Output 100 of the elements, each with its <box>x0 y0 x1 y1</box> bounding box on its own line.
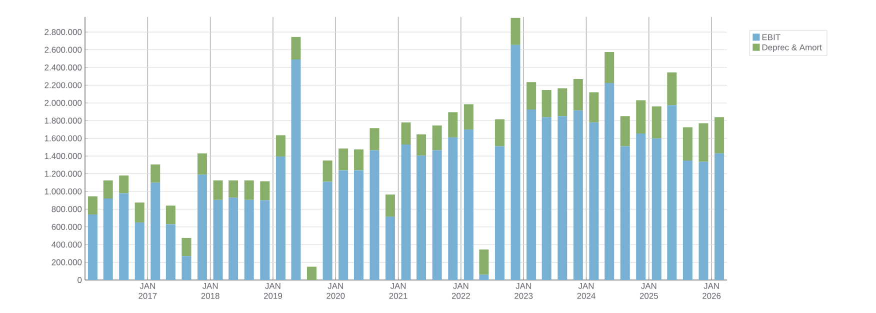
x-tick-label: JAN 2019 <box>264 283 282 299</box>
bar <box>370 150 380 280</box>
bar <box>103 180 113 199</box>
bar <box>667 72 677 106</box>
bar <box>197 174 207 280</box>
bar <box>276 156 286 280</box>
x-tick-label: JAN 2023 <box>514 283 533 299</box>
y-tick-label: 2.200.000 <box>44 82 82 88</box>
bar <box>322 160 332 182</box>
y-tick-label: 1.800.000 <box>44 118 82 124</box>
bar <box>573 78 583 110</box>
bar <box>88 214 98 280</box>
bar <box>667 105 677 280</box>
bar <box>698 162 708 280</box>
bar <box>338 170 348 280</box>
bar <box>354 170 364 280</box>
y-tick-label: 800.000 <box>52 206 82 212</box>
bar <box>448 137 458 280</box>
bar <box>276 135 286 156</box>
bar <box>182 256 192 280</box>
y-tick-label: 0 <box>78 277 82 283</box>
bar <box>150 164 160 183</box>
bar <box>150 182 160 280</box>
x-tick-label: JAN 2017 <box>138 283 157 299</box>
bar <box>620 116 630 146</box>
bar <box>416 156 426 280</box>
bar <box>213 200 223 280</box>
bar <box>322 182 332 280</box>
bar <box>432 125 442 150</box>
bar <box>526 82 536 110</box>
bar <box>510 44 520 280</box>
y-tick-label: 400.000 <box>52 242 82 248</box>
bar <box>636 100 646 134</box>
bar <box>244 200 254 280</box>
bar <box>307 266 317 280</box>
bar <box>182 238 192 256</box>
bar <box>464 129 474 280</box>
legend-label: Deprec & Amort <box>762 44 822 52</box>
x-tick-label: JAN 2022 <box>452 283 470 299</box>
bar <box>682 160 692 280</box>
bar <box>573 110 583 280</box>
bar <box>589 122 599 280</box>
bar <box>260 200 270 280</box>
bar <box>510 18 520 45</box>
bar <box>370 128 380 150</box>
bar <box>558 116 568 280</box>
bar <box>526 110 536 280</box>
y-tick-label: 1.600.000 <box>44 135 82 142</box>
bar <box>385 216 395 280</box>
bar <box>213 180 223 200</box>
bar <box>134 202 144 222</box>
bar <box>385 194 395 217</box>
bar <box>652 106 662 138</box>
bar <box>354 149 364 170</box>
bar <box>338 148 348 170</box>
x-tick-label: JAN 2026 <box>702 283 721 299</box>
bar <box>464 104 474 130</box>
y-tick-label: 2.800.000 <box>44 29 82 36</box>
x-tick-label: JAN 2018 <box>201 283 220 299</box>
x-tick-label: JAN 2025 <box>640 283 658 299</box>
x-tick-label: JAN 2021 <box>389 283 408 299</box>
y-tick-label: 2.600.000 <box>44 46 82 53</box>
bar <box>432 150 442 280</box>
bar <box>88 196 98 214</box>
bar <box>291 60 301 280</box>
bar <box>589 92 599 122</box>
bar <box>494 146 504 280</box>
y-tick-label: 2.400.000 <box>44 64 82 70</box>
bar <box>479 249 489 275</box>
y-tick-label: 1.400.000 <box>44 153 82 160</box>
y-tick-label: 1.000.000 <box>44 188 82 194</box>
bar <box>416 134 426 156</box>
bar <box>682 127 692 160</box>
bar <box>119 176 129 194</box>
bar <box>448 112 458 138</box>
bar <box>166 224 176 280</box>
bar <box>620 146 630 280</box>
y-tick-label: 200.000 <box>52 259 82 266</box>
x-tick-label: JAN 2024 <box>577 283 596 299</box>
legend-label: EBIT <box>762 34 780 40</box>
bar <box>714 153 724 280</box>
bar <box>103 198 113 280</box>
bar <box>228 198 238 280</box>
bar <box>636 133 646 280</box>
bar <box>119 193 129 280</box>
bar <box>244 180 254 200</box>
bar <box>291 36 301 60</box>
y-tick-label: 2.000.000 <box>44 100 82 106</box>
bar <box>494 119 504 146</box>
y-tick-label: 600.000 <box>52 224 82 230</box>
bar <box>134 222 144 280</box>
bar <box>652 138 662 280</box>
bar <box>479 274 489 280</box>
bar <box>542 117 552 280</box>
x-tick-label: JAN 2020 <box>326 283 345 299</box>
bar <box>604 52 614 83</box>
bar <box>698 123 708 162</box>
bar <box>604 82 614 280</box>
bar <box>197 153 207 175</box>
bar <box>542 90 552 118</box>
